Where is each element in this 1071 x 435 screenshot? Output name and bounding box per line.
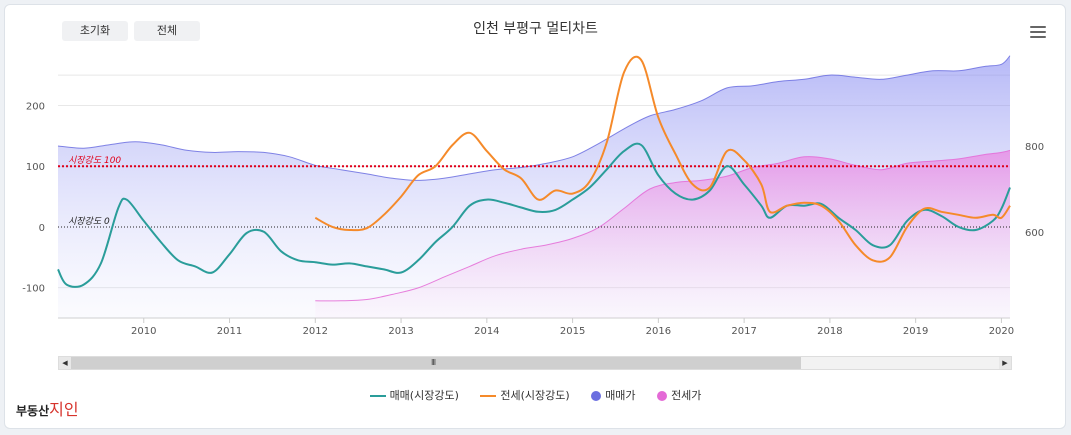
all-button[interactable]: 전체 xyxy=(134,21,200,41)
legend-label: 매매가 xyxy=(605,389,636,402)
legend-label: 전세가 xyxy=(671,389,702,402)
y-left-tick-label: 200 xyxy=(26,102,45,113)
line-swatch-icon xyxy=(480,395,497,397)
y-right-tick-label: 600 xyxy=(1025,228,1044,239)
jeonse-price-area xyxy=(315,150,1010,318)
x-tick-label: 2016 xyxy=(646,326,671,337)
y-left-tick-label: -100 xyxy=(22,284,45,295)
chart-title: 인천 부평구 멀티차트 xyxy=(473,21,598,37)
dot-swatch-icon xyxy=(591,391,602,401)
legend-item-jeonse-strength[interactable]: 전세(시장강도) xyxy=(480,387,570,403)
x-tick-label: 2013 xyxy=(388,326,413,337)
jeonse-price-area-edge xyxy=(315,149,1011,302)
scroll-right-arrow-icon[interactable]: ▶ xyxy=(999,357,1011,369)
x-tick-label: 2010 xyxy=(131,326,156,337)
scroll-thumb[interactable]: III xyxy=(71,357,801,369)
scroll-left-arrow-icon[interactable]: ◀ xyxy=(59,357,71,369)
jeonse-strength-line xyxy=(314,55,1011,263)
x-tick-label: 2011 xyxy=(217,326,242,337)
menu-icon[interactable] xyxy=(1030,26,1046,38)
strength-lines xyxy=(57,55,1011,288)
reference-lines: 시장강도 100 시장강도 0 xyxy=(58,155,1010,228)
y-axis-right-ticks: 800 600 xyxy=(1025,142,1044,239)
legend-item-jeonse-price[interactable]: 전세가 xyxy=(657,387,701,403)
legend-label: 전세(시장강도) xyxy=(500,389,570,402)
x-tick-label: 2015 xyxy=(560,326,585,337)
brand-logo: 부동산지인 xyxy=(16,396,79,420)
y-left-tick-label: 100 xyxy=(26,162,45,173)
reset-button[interactable]: 초기화 xyxy=(62,21,128,41)
dot-swatch-icon xyxy=(657,391,668,401)
x-tick-label: 2014 xyxy=(474,326,499,337)
y-right-tick-label: 800 xyxy=(1025,142,1044,153)
x-axis-ticks: 2010 2011 2012 2013 2014 2015 2016 2017 2018 2019… xyxy=(131,318,1014,337)
x-tick-label: 2012 xyxy=(303,326,328,337)
brand-name: 부동산 xyxy=(16,404,50,418)
y-left-tick-label: 0 xyxy=(39,223,45,234)
line-swatch-icon xyxy=(369,395,386,397)
y-axis-left-ticks: 200 100 0 -100 xyxy=(22,102,45,295)
reference-line-label: 시장강도 100 xyxy=(68,155,121,166)
x-tick-label: 2020 xyxy=(989,326,1014,337)
price-areas xyxy=(57,55,1011,318)
x-tick-label: 2019 xyxy=(903,326,928,337)
legend-item-sale-strength[interactable]: 매매(시장강도) xyxy=(369,387,459,403)
x-tick-label: 2018 xyxy=(817,326,842,337)
reference-line-label: 시장강도 0 xyxy=(68,216,110,227)
legend-label: 매매(시장강도) xyxy=(389,389,459,402)
brand-accent: 지인 xyxy=(49,400,79,419)
grip-icon: III xyxy=(431,358,436,367)
sale-price-area-edge xyxy=(57,55,1011,181)
sale-strength-line xyxy=(57,142,1011,288)
x-tick-label: 2017 xyxy=(731,326,756,337)
chart-scrollbar[interactable]: ◀ III ▶ xyxy=(58,356,1012,370)
legend: 매매(시장강도) 전세(시장강도) 매매가 전세가 xyxy=(0,387,1071,403)
legend-item-sale-price[interactable]: 매매가 xyxy=(591,387,636,403)
